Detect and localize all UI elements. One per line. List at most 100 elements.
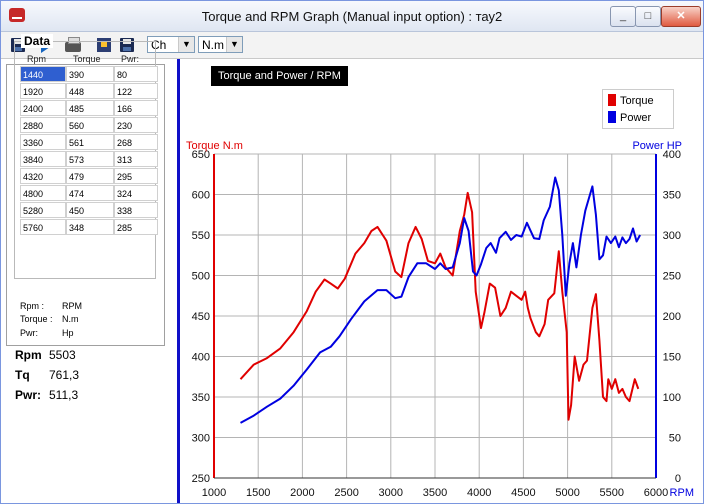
table-row: 5760 348 285	[20, 219, 158, 236]
table-cell[interactable]: 3360	[20, 134, 66, 150]
y2-tick-label: 400	[663, 149, 681, 161]
table-cell[interactable]: 324	[114, 185, 158, 201]
table-cell[interactable]: 4800	[20, 185, 66, 201]
table-cell[interactable]: 1440	[20, 66, 66, 82]
table-cell[interactable]: 474	[66, 185, 114, 201]
table-cell[interactable]: 5760	[20, 219, 66, 235]
table-cell[interactable]: 2400	[20, 100, 66, 116]
y-tick-label: 500	[192, 271, 210, 283]
units-value: Hp	[62, 328, 74, 338]
table-cell[interactable]: 4320	[20, 168, 66, 184]
table-cell[interactable]: 230	[114, 117, 158, 133]
x-tick-label: 5500	[600, 487, 624, 499]
units-key: Rpm :	[20, 301, 45, 311]
table-cell[interactable]: 2880	[20, 117, 66, 133]
column-header-torque: Torque	[73, 54, 101, 64]
y2-tick-label: 50	[669, 433, 681, 445]
y2-tick-label: 300	[663, 230, 681, 242]
x-tick-label: 1000	[202, 487, 226, 499]
unit-select[interactable]: N.m ▼	[198, 36, 243, 53]
print-icon	[65, 37, 81, 52]
table-cell[interactable]: 122	[114, 83, 158, 99]
x-tick-label: 5000	[555, 487, 579, 499]
legend-item-power: Power	[608, 111, 651, 124]
minimize-button[interactable]: _	[610, 6, 636, 27]
y-tick-label: 300	[192, 433, 210, 445]
chart-area[interactable]: 1000 1500 2000 2500 3000 3500 4000 4500 5000 5500…	[180, 59, 703, 503]
column-header-power: Pwr:	[121, 54, 139, 64]
table-row: 2400 485 166	[20, 100, 158, 117]
y2-axis-label: Power HP	[632, 140, 682, 152]
legend-swatch-power	[608, 111, 616, 123]
chart-title: Torque and Power / RPM	[211, 66, 348, 86]
table-cell[interactable]: 166	[114, 100, 158, 116]
x-axis-label: RPM	[670, 487, 694, 499]
units-key: Pwr:	[20, 328, 38, 338]
chevron-down-icon: ▼	[178, 37, 194, 52]
window-title: Torque and RPM Graph (Manual input optio…	[201, 9, 503, 24]
close-button[interactable]: ✕	[661, 6, 701, 27]
y-tick-label: 550	[192, 230, 210, 242]
data-group-title: Data	[21, 34, 54, 48]
torque-power-chart: 1000 1500 2000 2500 3000 3500 4000 4500 5000 5500…	[186, 140, 694, 499]
series-line-power	[240, 176, 641, 424]
table-cell[interactable]: 268	[114, 134, 158, 150]
table-cell[interactable]: 295	[114, 168, 158, 184]
y2-tick-label: 150	[663, 352, 681, 364]
units-value: N.m	[62, 314, 79, 324]
x-tick-label: 6000	[644, 487, 668, 499]
series-line-torque	[239, 191, 640, 421]
readout-torque: Tq 761,3	[15, 368, 79, 382]
y2-tick-label: 350	[663, 190, 681, 202]
table-cell[interactable]: 285	[114, 219, 158, 235]
x-tick-label: 3000	[379, 487, 403, 499]
table-cell[interactable]: 479	[66, 168, 114, 184]
table-cell[interactable]: 573	[66, 151, 114, 167]
table-cell[interactable]: 448	[66, 83, 114, 99]
x-tick-label: 2000	[290, 487, 314, 499]
table-cell[interactable]: 561	[66, 134, 114, 150]
y2-tick-label: 100	[663, 392, 681, 404]
unit-select-value: N.m	[202, 38, 224, 52]
units-key: Torque :	[20, 314, 53, 324]
y-tick-label: 400	[192, 352, 210, 364]
app-icon	[9, 8, 25, 22]
x-tick-label: 2500	[334, 487, 358, 499]
readout-rpm: Rpm 5503	[15, 348, 76, 362]
table-cell[interactable]: 313	[114, 151, 158, 167]
readout-label: Pwr:	[15, 388, 42, 402]
table-cell[interactable]: 450	[66, 202, 114, 218]
chart-legend: Torque Power	[602, 89, 674, 129]
units-value: RPM	[62, 301, 82, 311]
table-row: 5280 450 338	[20, 202, 158, 219]
channel-select[interactable]: Ch ▼	[147, 36, 195, 53]
readout-value: 761,3	[49, 368, 80, 382]
legend-label-power: Power	[620, 112, 652, 124]
table-cell[interactable]: 80	[114, 66, 158, 82]
table-cell[interactable]: 3840	[20, 151, 66, 167]
readout-label: Rpm	[15, 348, 42, 362]
y-axis-label: Torque N.m	[186, 140, 243, 152]
table-row: 3840 573 313	[20, 151, 158, 168]
chevron-down-icon: ▼	[226, 37, 242, 52]
table-cell[interactable]: 1920	[20, 83, 66, 99]
y2-tick-label: 250	[663, 271, 681, 283]
table-cell[interactable]: 390	[66, 66, 114, 82]
table-cell[interactable]: 485	[66, 100, 114, 116]
readout-value: 511,3	[49, 388, 79, 402]
y-tick-label: 450	[192, 311, 210, 323]
table-cell[interactable]: 348	[66, 219, 114, 235]
table-row: 1440 390 80	[20, 66, 158, 83]
maximize-button[interactable]: □	[635, 6, 661, 27]
table-cell[interactable]: 338	[114, 202, 158, 218]
y-tick-label: 250	[192, 473, 210, 485]
title-bar: Torque and RPM Graph (Manual input optio…	[1, 1, 703, 32]
legend-label-torque: Torque	[620, 95, 654, 107]
y-tick-label: 350	[192, 392, 210, 404]
table-cell[interactable]: 5280	[20, 202, 66, 218]
y-tick-label: 650	[192, 149, 210, 161]
print-button[interactable]	[63, 35, 83, 55]
table-cell[interactable]: 560	[66, 117, 114, 133]
readout-power: Pwr: 511,3	[15, 388, 78, 402]
